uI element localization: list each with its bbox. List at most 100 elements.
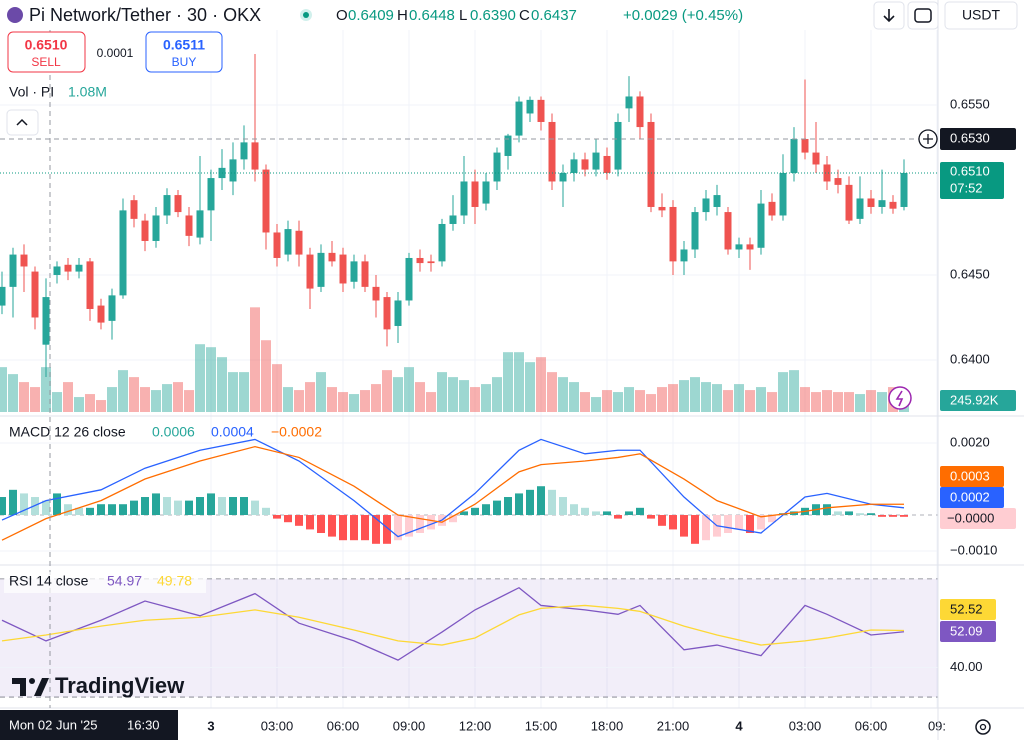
volume-bar [613, 392, 623, 412]
sell-frame[interactable] [7, 31, 86, 73]
volume-bar [184, 390, 194, 412]
sell-price[interactable]: 0.6510 [25, 37, 68, 53]
x-tick-label: 3 [207, 718, 214, 733]
candle-body [196, 210, 204, 238]
volume-bar [855, 394, 865, 412]
collapse-button[interactable] [6, 109, 39, 136]
candle-body [889, 201, 897, 209]
histogram-bar [471, 507, 479, 516]
volume-bar [635, 390, 645, 412]
candle-body [515, 101, 523, 136]
candle-body [867, 198, 875, 207]
candle-body [493, 152, 501, 182]
histogram-bar [295, 515, 303, 526]
gear-icon[interactable] [975, 719, 991, 735]
rsi-legend-label: RSI 14 close [9, 573, 89, 589]
candle-body [724, 212, 732, 250]
collapse-icon [16, 118, 28, 126]
histogram-bar [284, 515, 292, 523]
volume-bar [723, 390, 733, 412]
candle-body [559, 172, 567, 182]
histogram-bar [823, 504, 831, 516]
button-frame[interactable] [907, 1, 939, 30]
macd-legend-value: −0.0002 [271, 424, 322, 440]
histogram-bar [53, 493, 61, 516]
alert-icon[interactable] [888, 386, 912, 410]
candle-body [812, 152, 820, 165]
histogram-bar [724, 515, 732, 534]
volume-bar [514, 352, 524, 412]
volume-bar [602, 390, 612, 412]
candle-body [262, 169, 270, 233]
candle-body [768, 201, 776, 216]
x-tick-label: 06:00 [855, 718, 888, 733]
currency[interactable]: USDT [962, 7, 1001, 23]
buy-button[interactable]: 0.6511 BUY [145, 31, 223, 73]
candle-body [141, 220, 149, 241]
ohlc-label: O [336, 7, 348, 24]
candle-body [372, 286, 380, 301]
candle-body [53, 266, 61, 275]
volume-bar [206, 347, 216, 412]
candle-body [471, 181, 479, 207]
candle-body [42, 297, 50, 345]
volume-bar [19, 382, 29, 412]
sell-button[interactable]: 0.6510 SELL [7, 31, 86, 73]
volume-bar [294, 390, 304, 412]
candle-body [900, 172, 908, 207]
candle-body [31, 271, 39, 318]
candle-body [449, 215, 457, 224]
volume-bar [525, 362, 535, 412]
volume-bar [668, 384, 678, 412]
volume-bar [866, 390, 876, 412]
button-frame[interactable] [944, 1, 1018, 30]
histogram-bar [119, 504, 127, 516]
histogram-bar [735, 515, 743, 530]
button-frame[interactable] [6, 109, 39, 136]
candle-body [317, 252, 325, 287]
settings-button[interactable] [975, 719, 991, 735]
histogram-bar [680, 515, 688, 537]
volume-legend-label: Vol · PI [9, 84, 54, 100]
currency-button[interactable]: USDT [944, 1, 1018, 30]
macd-legend-value: 0.0004 [211, 424, 254, 440]
volume-bar [305, 382, 315, 412]
histogram-bar [64, 504, 72, 516]
candle-body [658, 206, 666, 211]
ohlc-value: 0.6390 [470, 7, 516, 24]
candle-body [460, 181, 468, 216]
volume-bar [382, 370, 392, 412]
candle-body [152, 215, 160, 241]
volume-bar [250, 307, 260, 412]
download-button[interactable] [873, 1, 905, 30]
candle-body [229, 159, 237, 182]
histogram-bar [174, 500, 182, 516]
buy-price[interactable]: 0.6511 [163, 37, 205, 53]
volume-value: 245.92K [950, 392, 999, 407]
ohlc-label: H [397, 7, 408, 24]
gear-hub [979, 723, 987, 731]
histogram-bar [614, 515, 622, 519]
volume-bar [591, 397, 601, 412]
rsi-badge [940, 621, 996, 642]
macd-signal-badge [940, 466, 1004, 487]
spread: 0.0001 [97, 46, 134, 60]
y-tick-label: 40.00 [950, 659, 983, 674]
histogram-bar [889, 515, 897, 517]
histogram-bar [196, 497, 204, 516]
candle-body [0, 286, 6, 306]
histogram-bar [416, 515, 424, 534]
volume-bar [569, 382, 579, 412]
buy-label[interactable]: BUY [172, 55, 197, 69]
volume-bar [261, 340, 271, 412]
volume-bar [349, 394, 359, 412]
buy-frame[interactable] [145, 31, 223, 73]
volume-bar [437, 372, 447, 412]
fullscreen-button[interactable] [907, 1, 939, 30]
logo-shape [29, 678, 35, 684]
histogram-bar [515, 493, 523, 516]
histogram-bar [185, 500, 193, 516]
series-line [1, 445, 904, 541]
candle-body [119, 210, 127, 296]
sell-label[interactable]: SELL [31, 55, 61, 69]
